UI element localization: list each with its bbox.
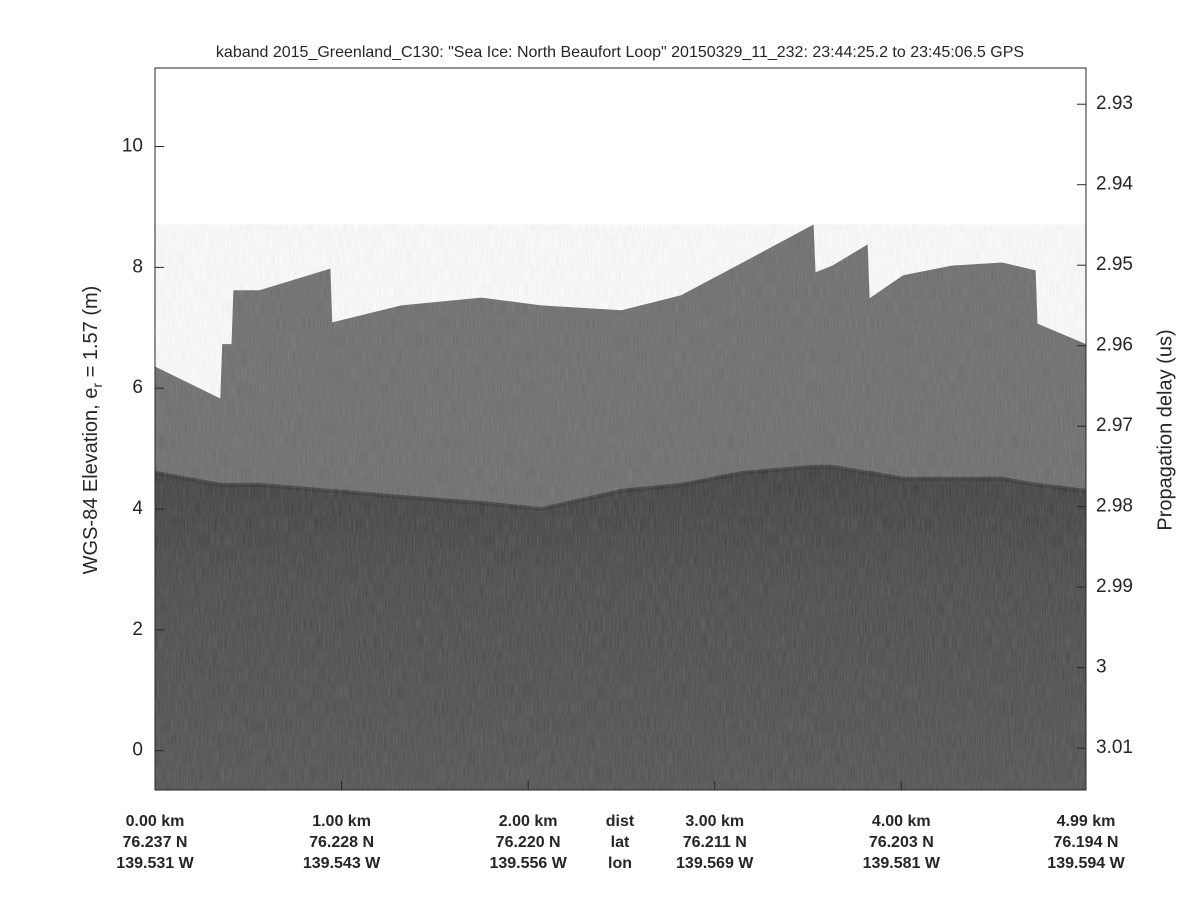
plot-frame: [154, 67, 1087, 791]
y-axis-label: WGS-84 Elevation, er = 1.57 (m): [80, 286, 104, 575]
x-tick-label: 4.00 km: [872, 813, 931, 830]
row-label: dist: [606, 813, 635, 830]
row-label: lon: [608, 855, 632, 872]
plot-area: [154, 224, 1087, 790]
y2-tick-label: 2.97: [1096, 415, 1133, 436]
y2-tick-label: 2.93: [1096, 93, 1133, 114]
x-tick-label: 0.00 km: [126, 813, 185, 830]
lon-label: 139.543 W: [303, 855, 381, 872]
lon-label: 139.531 W: [116, 855, 194, 872]
lat-label: 76.220 N: [496, 834, 561, 851]
lon-label: 139.569 W: [676, 855, 754, 872]
row-label: lat: [611, 834, 630, 851]
lon-label: 139.581 W: [863, 855, 941, 872]
y-label-subscript: r: [89, 383, 105, 388]
y2-tick-label: 2.96: [1096, 335, 1133, 356]
axes: 0 2 4 6 8 10 2.93 2.94 2.95 2.96 2.97 2.98 2.99 3 3.01…: [116, 67, 1133, 872]
lat-label: 76.203 N: [869, 834, 934, 851]
y-tick-label: 10: [122, 136, 143, 157]
lat-label: 76.228 N: [309, 834, 374, 851]
lon-label: 139.556 W: [489, 855, 567, 872]
lat-label: 76.194 N: [1054, 834, 1119, 851]
speckle: [155, 224, 1086, 790]
lat-label: 76.237 N: [123, 834, 188, 851]
y2-axis-label: Propagation delay (us): [1154, 329, 1176, 530]
x-tick-label: 3.00 km: [685, 813, 744, 830]
x-tick-label: 4.99 km: [1057, 813, 1116, 830]
y-tick-label: 6: [132, 377, 143, 398]
y2-tick-label: 2.94: [1096, 174, 1133, 195]
y-tick-label: 4: [132, 498, 143, 519]
y-label-text: WGS-84 Elevation, e: [80, 388, 102, 575]
x-tick-label: 1.00 km: [312, 813, 371, 830]
y2-tick-label: 2.99: [1096, 576, 1133, 597]
y-label-tail: = 1.57 (m): [80, 286, 102, 383]
x-tick-label: 2.00 km: [499, 813, 558, 830]
chart-title: kaband 2015_Greenland_C130: "Sea Ice: No…: [216, 44, 1024, 61]
y2-tick-label: 3: [1096, 657, 1107, 678]
y2-tick-label: 2.98: [1096, 496, 1133, 517]
y-tick-label: 8: [132, 256, 143, 277]
y2-tick-label: 2.95: [1096, 254, 1133, 275]
y2-tick-label: 3.01: [1096, 737, 1133, 758]
y-tick-label: 2: [132, 619, 143, 640]
lat-label: 76.211 N: [683, 834, 747, 851]
y-tick-label: 0: [132, 740, 143, 761]
lon-label: 139.594 W: [1047, 855, 1125, 872]
